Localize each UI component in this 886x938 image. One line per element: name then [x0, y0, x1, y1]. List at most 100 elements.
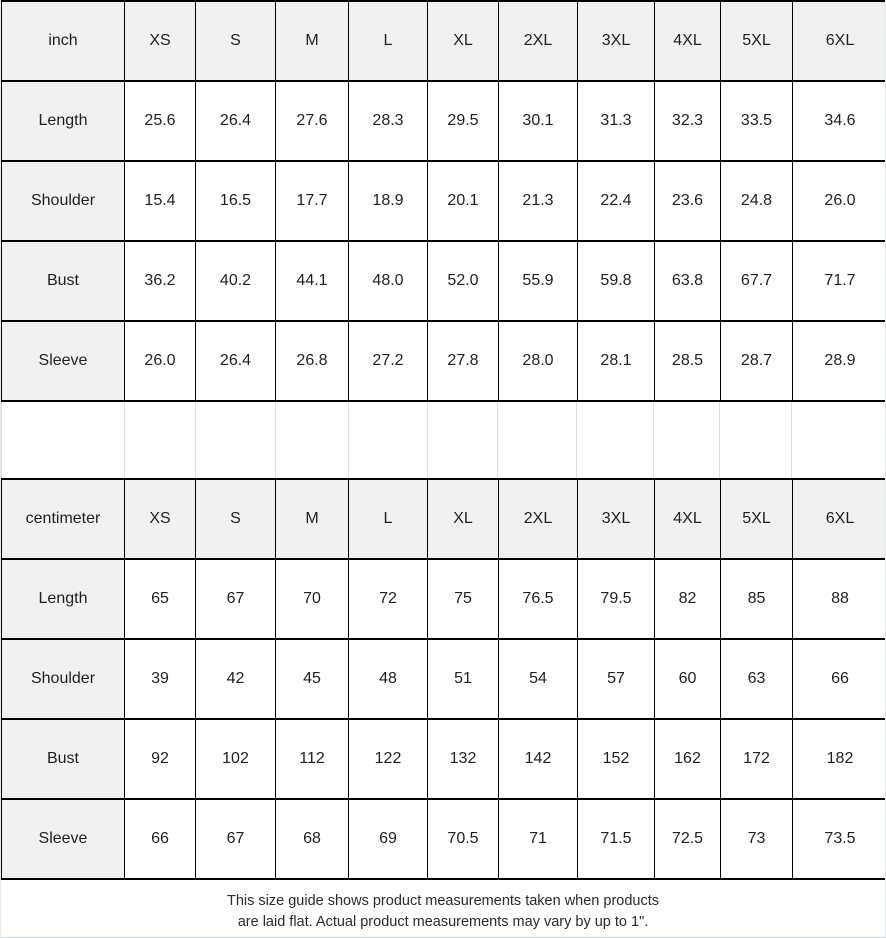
measure-value-cell: 63.8 [654, 240, 721, 322]
measure-value-cell: 76.5 [498, 558, 578, 640]
measure-value-cell: 70 [275, 558, 349, 640]
size-guide-disclaimer: This size guide shows product measuremen… [1, 880, 885, 932]
gap-column-guide [276, 402, 349, 478]
size-header-cell: M [275, 0, 349, 82]
measure-value-cell: 42 [195, 638, 276, 720]
measure-value-cell: 15.4 [124, 160, 196, 242]
size-header-cell: L [348, 478, 428, 560]
size-table-centimeter: centimeter XS S M L XL 2XL 3XL 4XL 5XL 6XL Length 65… [1, 478, 885, 880]
size-header-cell: 3XL [577, 478, 655, 560]
measure-value-cell: 25.6 [124, 80, 196, 162]
gap-column-guide [792, 402, 885, 478]
measure-value-cell: 36.2 [124, 240, 196, 322]
size-header-cell: 6XL [792, 0, 885, 82]
measure-value-cell: 28.3 [348, 80, 428, 162]
gap-column-guide [196, 402, 276, 478]
measure-value-cell: 39 [124, 638, 196, 720]
measurement-row: Bust 36.2 40.2 44.1 48.0 52.0 55.9 59.8 63.8 67.7… [1, 240, 885, 322]
size-table-inch: inch XS S M L XL 2XL 3XL 4XL 5XL 6XL Length 25.6 26.4… [1, 0, 885, 402]
measurement-row: Bust 92 102 112 122 132 142 152 162 172 182 [1, 718, 885, 800]
unit-header-cell: centimeter [1, 478, 125, 560]
size-header-cell: 4XL [654, 0, 721, 82]
measure-value-cell: 132 [427, 718, 499, 800]
measurement-row: Sleeve 66 67 68 69 70.5 71 71.5 72.5 73 73.5 [1, 798, 885, 880]
measure-value-cell: 67 [195, 798, 276, 880]
measure-value-cell: 122 [348, 718, 428, 800]
table-gap-spacer [1, 402, 885, 478]
size-header-cell: XS [124, 0, 196, 82]
size-header-cell: 2XL [498, 0, 578, 82]
size-header-cell: 5XL [720, 0, 793, 82]
measure-value-cell: 162 [654, 718, 721, 800]
measure-label-cell: Bust [1, 240, 125, 322]
measure-value-cell: 60 [654, 638, 721, 720]
measure-value-cell: 65 [124, 558, 196, 640]
measure-value-cell: 59.8 [577, 240, 655, 322]
unit-header-cell: inch [1, 0, 125, 82]
measure-value-cell: 85 [720, 558, 793, 640]
measure-value-cell: 27.6 [275, 80, 349, 162]
measure-value-cell: 28.0 [498, 320, 578, 402]
gap-column-guide [498, 402, 578, 478]
measure-value-cell: 45 [275, 638, 349, 720]
measurement-row: Sleeve 26.0 26.4 26.8 27.2 27.8 28.0 28.1 28.5 28… [1, 320, 885, 402]
measure-value-cell: 28.7 [720, 320, 793, 402]
measurement-row: Shoulder 15.4 16.5 17.7 18.9 20.1 21.3 22.4 23.6… [1, 160, 885, 242]
size-header-cell: S [195, 0, 276, 82]
gap-column-guide [654, 402, 721, 478]
measure-value-cell: 26.0 [792, 160, 885, 242]
measure-value-cell: 17.7 [275, 160, 349, 242]
measure-value-cell: 16.5 [195, 160, 276, 242]
measurement-row: Length 65 67 70 72 75 76.5 79.5 82 85 88 [1, 558, 885, 640]
measure-value-cell: 31.3 [577, 80, 655, 162]
gap-column-guide [349, 402, 428, 478]
measure-value-cell: 55.9 [498, 240, 578, 322]
measure-value-cell: 27.2 [348, 320, 428, 402]
measure-value-cell: 40.2 [195, 240, 276, 322]
measure-value-cell: 28.5 [654, 320, 721, 402]
measure-value-cell: 82 [654, 558, 721, 640]
measure-value-cell: 48.0 [348, 240, 428, 322]
size-header-cell: XS [124, 478, 196, 560]
measure-value-cell: 70.5 [427, 798, 499, 880]
size-header-cell: XL [427, 0, 499, 82]
measure-value-cell: 29.5 [427, 80, 499, 162]
measure-value-cell: 63 [720, 638, 793, 720]
size-header-cell: 6XL [792, 478, 885, 560]
size-header-cell: S [195, 478, 276, 560]
measure-value-cell: 28.9 [792, 320, 885, 402]
size-header-row: inch XS S M L XL 2XL 3XL 4XL 5XL 6XL [1, 0, 885, 82]
measure-value-cell: 26.4 [195, 80, 276, 162]
gap-column-guide [125, 402, 196, 478]
measure-value-cell: 24.8 [720, 160, 793, 242]
measure-value-cell: 26.8 [275, 320, 349, 402]
measure-value-cell: 73.5 [792, 798, 885, 880]
measure-label-cell: Bust [1, 718, 125, 800]
measure-value-cell: 48 [348, 638, 428, 720]
measure-value-cell: 79.5 [577, 558, 655, 640]
measure-value-cell: 69 [348, 798, 428, 880]
measure-label-cell: Sleeve [1, 320, 125, 402]
disclaimer-line-1: This size guide shows product measuremen… [227, 893, 659, 909]
measure-value-cell: 71.5 [577, 798, 655, 880]
measure-value-cell: 88 [792, 558, 885, 640]
measure-value-cell: 20.1 [427, 160, 499, 242]
measure-value-cell: 71 [498, 798, 578, 880]
measure-value-cell: 68 [275, 798, 349, 880]
measure-value-cell: 66 [124, 798, 196, 880]
measure-label-cell: Length [1, 558, 125, 640]
measure-value-cell: 57 [577, 638, 655, 720]
measure-value-cell: 28.1 [577, 320, 655, 402]
measure-value-cell: 73 [720, 798, 793, 880]
measure-value-cell: 182 [792, 718, 885, 800]
size-header-cell: 4XL [654, 478, 721, 560]
measure-value-cell: 32.3 [654, 80, 721, 162]
measure-label-cell: Shoulder [1, 160, 125, 242]
measure-value-cell: 67 [195, 558, 276, 640]
measure-value-cell: 72.5 [654, 798, 721, 880]
measure-value-cell: 44.1 [275, 240, 349, 322]
measure-value-cell: 142 [498, 718, 578, 800]
measure-value-cell: 51 [427, 638, 499, 720]
measure-label-cell: Shoulder [1, 638, 125, 720]
measure-value-cell: 72 [348, 558, 428, 640]
